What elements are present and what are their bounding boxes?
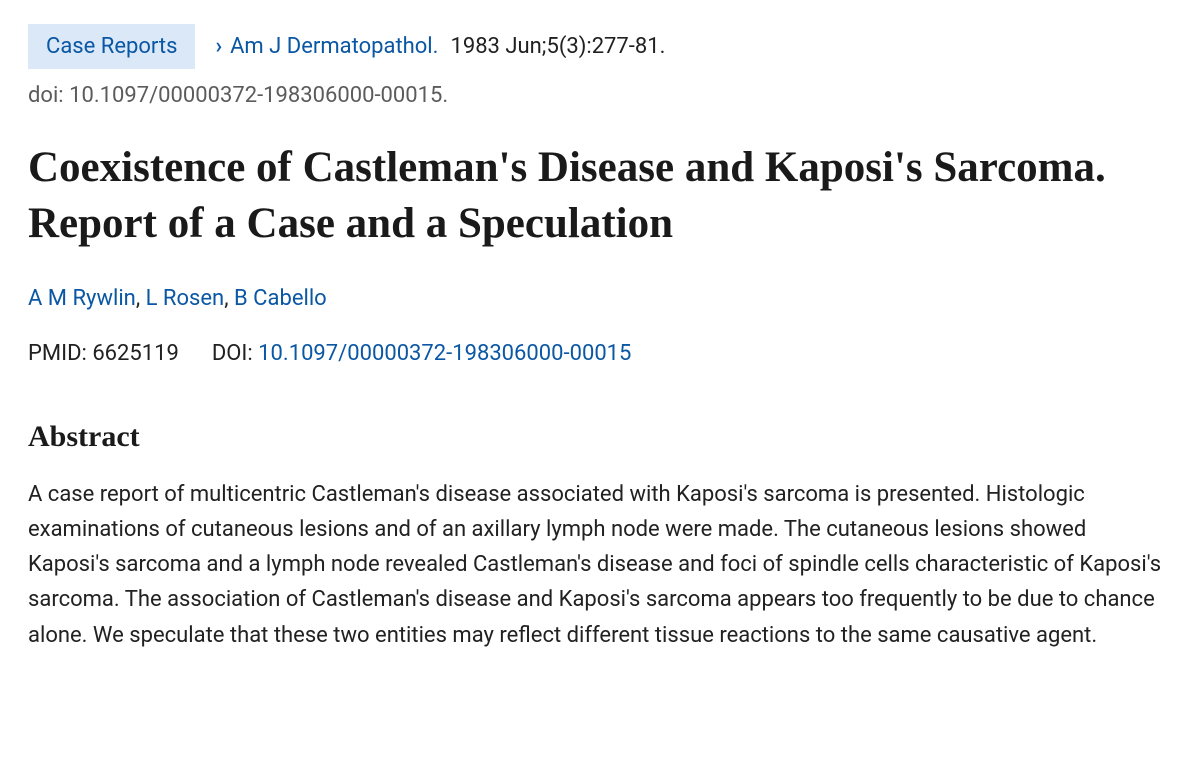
author-link[interactable]: B Cabello bbox=[234, 286, 327, 311]
publication-type-badge[interactable]: Case Reports bbox=[28, 24, 195, 69]
article-title: Coexistence of Castleman's Disease and K… bbox=[28, 140, 1172, 252]
author-link[interactable]: L Rosen bbox=[146, 286, 225, 311]
publication-date: 1983 Jun;5(3):277-81. bbox=[450, 30, 665, 63]
identifiers: PMID: 6625119 DOI: 10.1097/00000372-1983… bbox=[28, 337, 1172, 370]
author-sep: , bbox=[224, 286, 234, 311]
pmid-label: PMID: bbox=[28, 341, 87, 366]
abstract-text: A case report of multicentric Castleman'… bbox=[28, 477, 1172, 653]
abstract-heading: Abstract bbox=[28, 414, 1172, 459]
doi-label: DOI: bbox=[212, 341, 253, 366]
journal-link[interactable]: Am J Dermatopathol. bbox=[230, 30, 438, 63]
pmid-value: 6625119 bbox=[92, 341, 179, 366]
author-sep: , bbox=[136, 286, 146, 311]
doi-link[interactable]: 10.1097/00000372-198306000-00015 bbox=[258, 341, 631, 366]
citation-meta: Case Reports › Am J Dermatopathol. 1983 … bbox=[28, 24, 1172, 69]
doi-line: doi: 10.1097/00000372-198306000-00015. bbox=[28, 79, 1172, 112]
chevron-right-icon: › bbox=[215, 30, 222, 63]
authors-list: A M Rywlin, L Rosen, B Cabello bbox=[28, 282, 1172, 315]
doi-prefix: doi: bbox=[28, 83, 64, 108]
author-link[interactable]: A M Rywlin bbox=[28, 286, 136, 311]
doi-value: 10.1097/00000372-198306000-00015. bbox=[69, 83, 448, 108]
